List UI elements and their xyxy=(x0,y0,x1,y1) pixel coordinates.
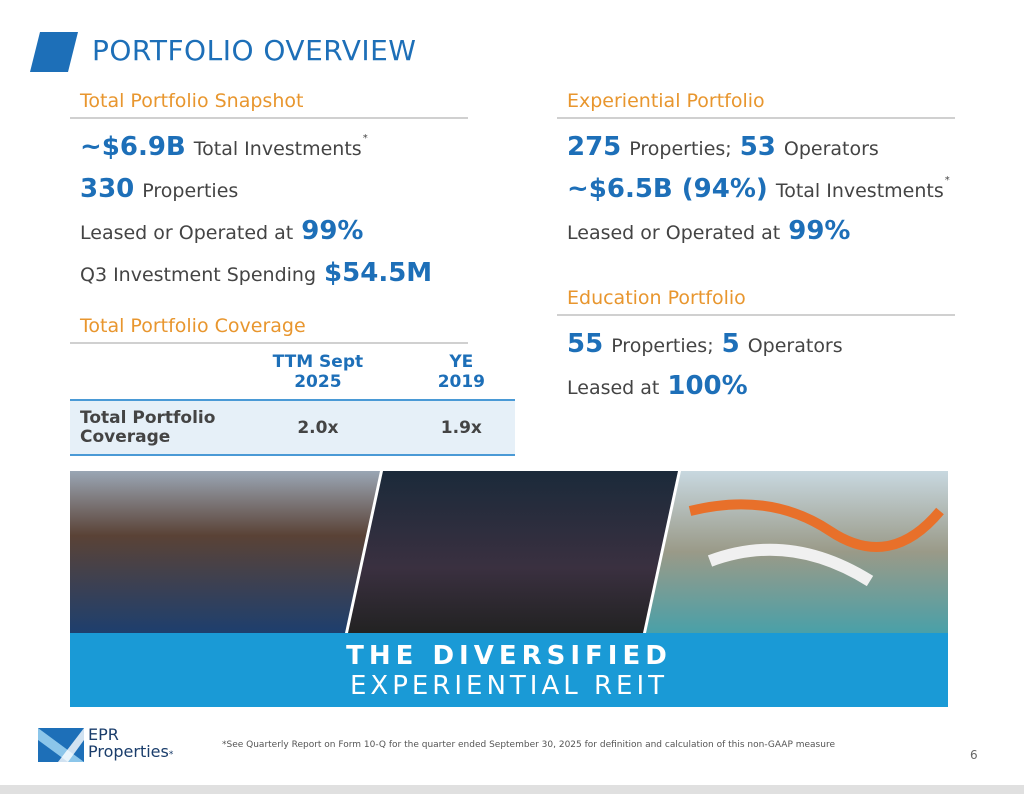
stat-label: Properties xyxy=(142,180,239,202)
stat-line: 275 Properties; 53 Operators xyxy=(567,126,957,168)
stat-value: 99% xyxy=(301,216,364,246)
section-heading: Education Portfolio xyxy=(567,287,746,309)
rule xyxy=(70,117,468,119)
title: PORTFOLIO OVERVIEW xyxy=(92,34,417,67)
stat-label: Operators xyxy=(783,138,879,160)
banner-line: EXPERIENTIAL REIT xyxy=(349,671,669,701)
logo-mark xyxy=(38,728,84,762)
stat-line: 330 Properties xyxy=(80,168,440,210)
bottom-band xyxy=(0,785,1024,794)
stat-note: * xyxy=(362,133,368,144)
banner-line: THE DIVERSIFIED xyxy=(346,641,672,671)
row-label: Total Portfolio Coverage xyxy=(80,407,216,447)
section-heading: Total Portfolio Snapshot xyxy=(80,90,304,112)
column-header: YE 2019 xyxy=(437,352,486,392)
stat-line: Leased at 100% xyxy=(567,365,851,407)
page-number: 6 xyxy=(970,748,978,762)
stat-value: ~$6.9B xyxy=(80,132,186,162)
education-lines: 55 Properties; 5 Operators Leased at 100% xyxy=(567,323,851,407)
stat-line: ~$6.5B (94%) Total Investments* xyxy=(567,168,957,210)
stat-line: Leased or Operated at 99% xyxy=(567,210,957,252)
section-heading: Experiential Portfolio xyxy=(567,90,765,112)
stat-value: 100% xyxy=(667,371,748,401)
photo-strip xyxy=(70,471,948,633)
section-heading: Total Portfolio Coverage xyxy=(80,315,306,337)
logo-mark-text: * xyxy=(168,750,174,760)
footnote: *See Quarterly Report on Form 10-Q for t… xyxy=(222,740,835,750)
stat-label: Leased or Operated at xyxy=(567,222,781,244)
stat-value: 53 xyxy=(739,132,776,162)
stat-value: 275 xyxy=(567,132,622,162)
rule xyxy=(557,117,955,119)
stat-value: 55 xyxy=(567,329,604,359)
stat-value: 5 xyxy=(721,329,740,359)
banner: THE DIVERSIFIED EXPERIENTIAL REIT xyxy=(70,633,948,707)
stat-note: * xyxy=(944,175,950,186)
column-header: TTM Sept 2025 xyxy=(272,352,364,392)
logo-bottom: Properties xyxy=(88,742,169,761)
stat-label: Properties; xyxy=(611,335,714,357)
experiential-lines: 275 Properties; 53 Operators ~$6.5B (94%) Tot… xyxy=(567,126,957,252)
logo-text: EPR Properties* xyxy=(88,726,173,764)
stat-label: Leased or Operated at xyxy=(80,222,294,244)
snapshot-lines: ~$6.9B Total Investments* 330 Properties Lea… xyxy=(80,126,440,294)
stat-label: Q3 Investment Spending xyxy=(80,264,317,286)
cell: 1.9x xyxy=(440,417,482,438)
stat-line: 55 Properties; 5 Operators xyxy=(567,323,851,365)
stat-line: Q3 Investment Spending $54.5M xyxy=(80,252,440,294)
stat-label: Operators xyxy=(747,335,843,357)
rule xyxy=(70,342,468,344)
stat-value: 99% xyxy=(788,216,851,246)
stat-line: Leased or Operated at 99% xyxy=(80,210,440,252)
stat-line: ~$6.9B Total Investments* xyxy=(80,126,440,168)
stat-label: Properties; xyxy=(629,138,732,160)
coverage-table: TTM Sept 2025 YE 2019 Total Portfolio Co… xyxy=(70,345,515,456)
rule xyxy=(557,314,955,316)
title-mark xyxy=(30,32,78,72)
stat-value: 330 xyxy=(80,174,135,204)
stat-label: Total Investments xyxy=(775,180,944,202)
cell: 2.0x xyxy=(297,417,339,438)
stat-label: Total Investments xyxy=(193,138,362,160)
stat-value: $54.5M xyxy=(324,258,433,288)
logo-top: EPR xyxy=(88,725,119,744)
stat-label: Leased at xyxy=(567,377,660,399)
stat-value: ~$6.5B (94%) xyxy=(567,174,768,204)
